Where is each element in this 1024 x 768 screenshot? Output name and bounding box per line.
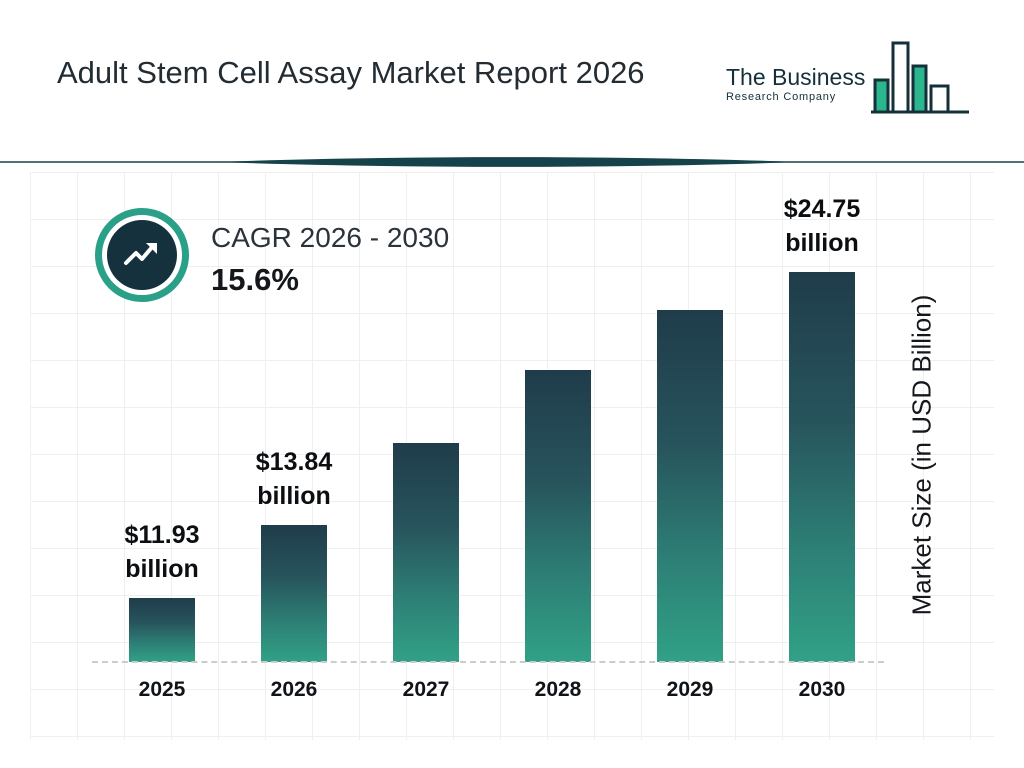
bar-column-2027 <box>360 170 492 662</box>
cagr-label: CAGR 2026 - 2030 <box>211 222 450 253</box>
x-tick-2030: 2030 <box>798 678 846 701</box>
logo-text: The Business Research Company <box>726 64 865 103</box>
logo-bar-chart-icon <box>871 40 973 127</box>
x-tick-2027: 2027 <box>402 678 450 701</box>
trend-up-icon <box>95 208 189 302</box>
bar-2029 <box>657 310 723 662</box>
page-title: Adult Stem Cell Assay Market Report 2026 <box>57 55 645 90</box>
bar-2026 <box>261 525 327 662</box>
y-axis-label: Market Size (in USD Billion) <box>906 294 937 616</box>
bar-plot: $11.93 billion $13.84 billion $24.75 billion <box>96 170 888 662</box>
bar-value-label-2030: $24.75 billion <box>783 195 861 257</box>
bar-column-2030: $24.75 billion <box>756 170 888 662</box>
x-axis-baseline <box>92 661 884 663</box>
cagr-text: CAGR 2026 - 2030 15.6% <box>211 220 449 300</box>
bar-2030 <box>789 272 855 662</box>
trend-up-icon-circle <box>107 220 177 290</box>
bar-column-2026: $13.84 billion <box>228 170 360 662</box>
bar-column-2028 <box>492 170 624 662</box>
x-tick-2028: 2028 <box>534 678 582 701</box>
bar-value-label-2026: $13.84 billion <box>255 448 333 510</box>
bar-column-2025: $11.93 billion <box>96 170 228 662</box>
logo-line1: The Business <box>726 64 866 90</box>
company-logo: The Business Research Company <box>726 40 973 127</box>
cagr-badge: CAGR 2026 - 2030 15.6% <box>95 208 449 302</box>
divider-line <box>0 156 1024 168</box>
bar-value-label-2025: $11.93 billion <box>124 521 200 583</box>
bar-2028 <box>525 370 591 662</box>
cagr-value: 15.6% <box>211 262 299 297</box>
x-tick-2029: 2029 <box>666 678 714 701</box>
bar-2025 <box>129 598 195 662</box>
logo-line2: Research Company <box>726 91 837 103</box>
bar-2027 <box>393 443 459 662</box>
x-axis: 2025 2026 2027 2028 2029 2030 <box>96 678 888 702</box>
bar-column-2029 <box>624 170 756 662</box>
x-tick-2025: 2025 <box>138 678 186 701</box>
x-tick-2026: 2026 <box>270 678 318 701</box>
